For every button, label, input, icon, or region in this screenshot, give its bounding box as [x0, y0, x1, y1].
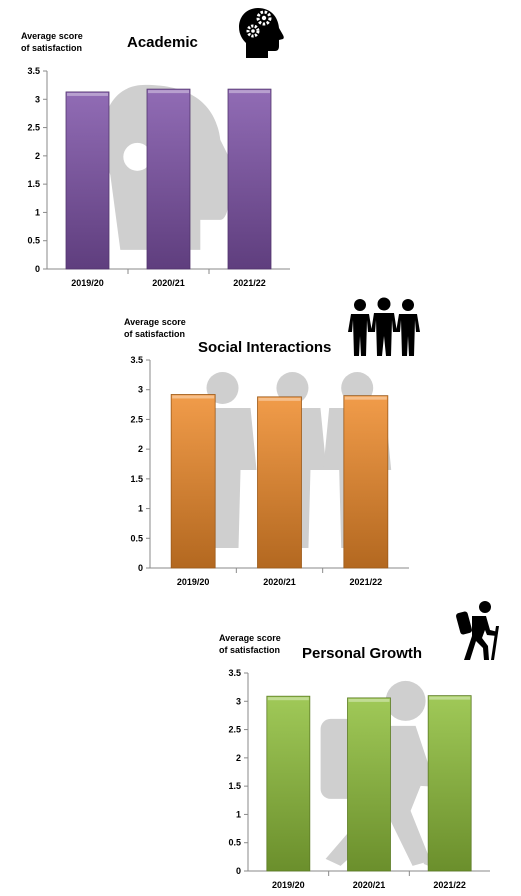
- y-tick-label: 0: [236, 866, 241, 876]
- y-tick-label: 0.5: [228, 838, 241, 848]
- x-tick-label: 2020/21: [353, 880, 386, 890]
- bar: [170, 394, 216, 569]
- y-tick-label: 3: [35, 94, 40, 104]
- bar-highlight: [67, 92, 108, 96]
- y-axis-label: Average score of satisfaction: [219, 633, 281, 655]
- bar-highlight: [148, 90, 189, 94]
- bar: [427, 695, 472, 872]
- group-of-people-icon: [348, 297, 420, 356]
- academic-chart: 0 0.5 1 1.5 2 2.5 3 3.5 2019/20 2020/21 2021/22: [27, 66, 290, 288]
- personal-growth-chart: 0 0.5 1 1.5 2 2.5 3 3.5 2019/20 2020/21 2021/22: [228, 668, 490, 890]
- head-gears-icon: [239, 8, 284, 58]
- y-tick-label: 1: [35, 207, 40, 217]
- bar-highlight: [267, 697, 309, 701]
- y-tick-label: 3: [236, 696, 241, 706]
- y-tick-label: 0: [138, 563, 143, 573]
- bar-highlight: [344, 396, 387, 400]
- y-tick-label: 1: [138, 504, 143, 514]
- y-tick-label: 0.5: [130, 533, 143, 543]
- bar-highlight: [429, 696, 471, 700]
- bar: [266, 695, 311, 872]
- social-interactions-chart: 0 0.5 1 1.5 2 2.5 3 3.5 2019/20 2020/21 2021/22: [130, 355, 409, 587]
- x-tick-label: 2019/20: [177, 577, 210, 587]
- x-tick-label: 2019/20: [71, 278, 104, 288]
- chart-title: Personal Growth: [302, 645, 423, 662]
- hiker-icon: [456, 601, 499, 660]
- bar: [343, 395, 389, 569]
- bar-highlight: [229, 90, 270, 94]
- y-tick-label: 2.5: [27, 123, 40, 133]
- bar-highlight: [172, 395, 215, 399]
- x-tick-label: 2020/21: [152, 278, 185, 288]
- y-tick-label: 0: [35, 264, 40, 274]
- y-tick-label: 2: [138, 444, 143, 454]
- bar: [146, 88, 191, 270]
- y-tick-label: 1.5: [130, 474, 143, 484]
- bar-highlight: [258, 397, 301, 401]
- y-tick-label: 2: [236, 753, 241, 763]
- y-tick-label: 3.5: [130, 355, 143, 365]
- bar: [257, 396, 302, 569]
- chart-title: Academic: [127, 34, 198, 51]
- y-tick-label: 3: [138, 385, 143, 395]
- y-axis-label: Average score of satisfaction: [21, 31, 83, 53]
- y-tick-label: 1: [236, 809, 241, 819]
- y-tick-label: 2: [35, 151, 40, 161]
- bar: [227, 88, 272, 270]
- y-tick-label: 3.5: [228, 668, 241, 678]
- x-tick-label: 2019/20: [272, 880, 305, 890]
- bar: [347, 697, 391, 872]
- x-tick-label: 2021/22: [233, 278, 266, 288]
- bar: [65, 91, 110, 270]
- y-axis-label: Average score of satisfaction: [124, 317, 186, 339]
- y-tick-label: 3.5: [27, 66, 40, 76]
- chart-title: Social Interactions: [198, 339, 332, 356]
- x-tick-label: 2020/21: [263, 577, 296, 587]
- y-tick-label: 2.5: [130, 414, 143, 424]
- bar-highlight: [348, 698, 390, 702]
- x-tick-label: 2021/22: [433, 880, 466, 890]
- y-tick-label: 1.5: [228, 781, 241, 791]
- y-tick-label: 2.5: [228, 725, 241, 735]
- y-tick-label: 1.5: [27, 179, 40, 189]
- x-tick-label: 2021/22: [350, 577, 383, 587]
- y-tick-label: 0.5: [27, 236, 40, 246]
